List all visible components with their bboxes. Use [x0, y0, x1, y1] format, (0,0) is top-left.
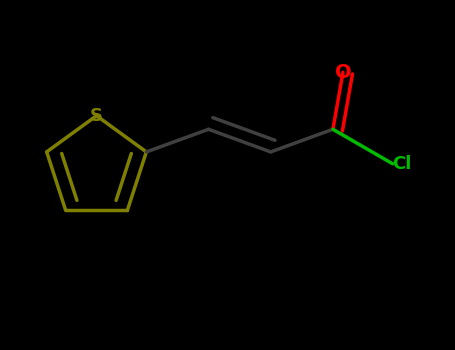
- Text: Cl: Cl: [393, 155, 412, 173]
- Text: O: O: [335, 63, 351, 82]
- Text: S: S: [90, 107, 103, 125]
